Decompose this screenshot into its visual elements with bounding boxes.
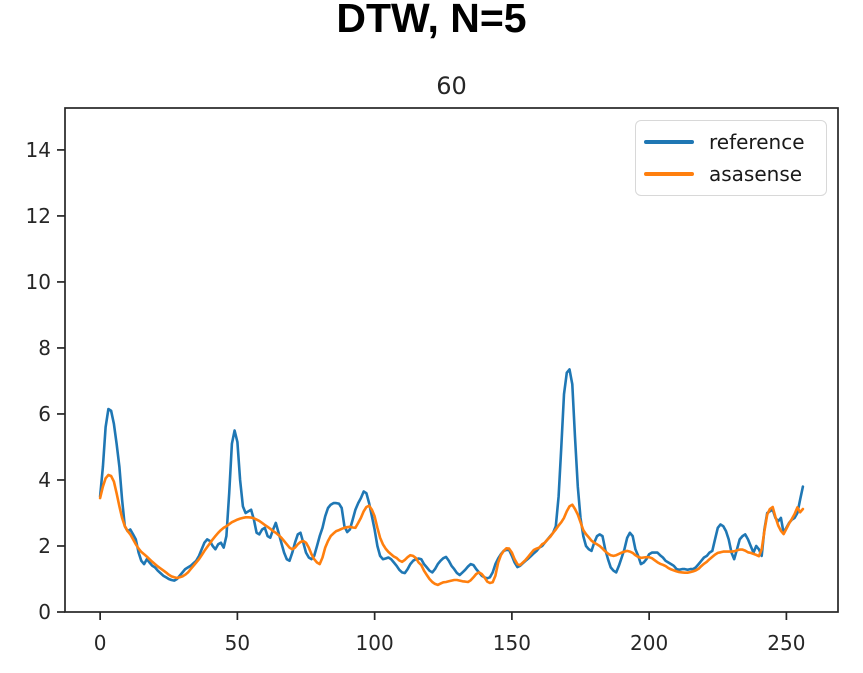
axes-spines xyxy=(64,107,839,613)
x-tick-label: 200 xyxy=(630,631,668,655)
legend-line-swatch-asasense xyxy=(644,172,694,176)
legend-label-reference: reference xyxy=(709,130,805,154)
y-tick-label: 0 xyxy=(38,600,51,624)
y-tick-label: 8 xyxy=(38,336,51,360)
legend-item-asasense: asasense xyxy=(644,159,818,189)
x-tick-label: 50 xyxy=(225,631,250,655)
legend-label-asasense: asasense xyxy=(709,162,803,186)
series-line-reference xyxy=(98,368,805,582)
x-tick-label: 0 xyxy=(94,631,107,655)
legend: reference asasense xyxy=(635,120,827,196)
y-tick-label: 12 xyxy=(26,204,51,228)
x-tick-label: 100 xyxy=(356,631,394,655)
y-tick-label: 14 xyxy=(26,138,51,162)
axes-title: 60 xyxy=(436,72,467,100)
y-tick-label: 6 xyxy=(38,402,51,426)
figure-title: DTW, N=5 xyxy=(336,0,527,41)
y-tick-label: 10 xyxy=(26,270,51,294)
x-tick-label: 250 xyxy=(767,631,805,655)
y-tick-label: 4 xyxy=(38,468,51,492)
x-tick-label: 150 xyxy=(493,631,531,655)
series-line-asasense xyxy=(98,473,805,587)
legend-line-swatch-reference xyxy=(644,140,694,144)
y-tick-label: 2 xyxy=(38,534,51,558)
legend-item-reference: reference xyxy=(644,127,818,157)
